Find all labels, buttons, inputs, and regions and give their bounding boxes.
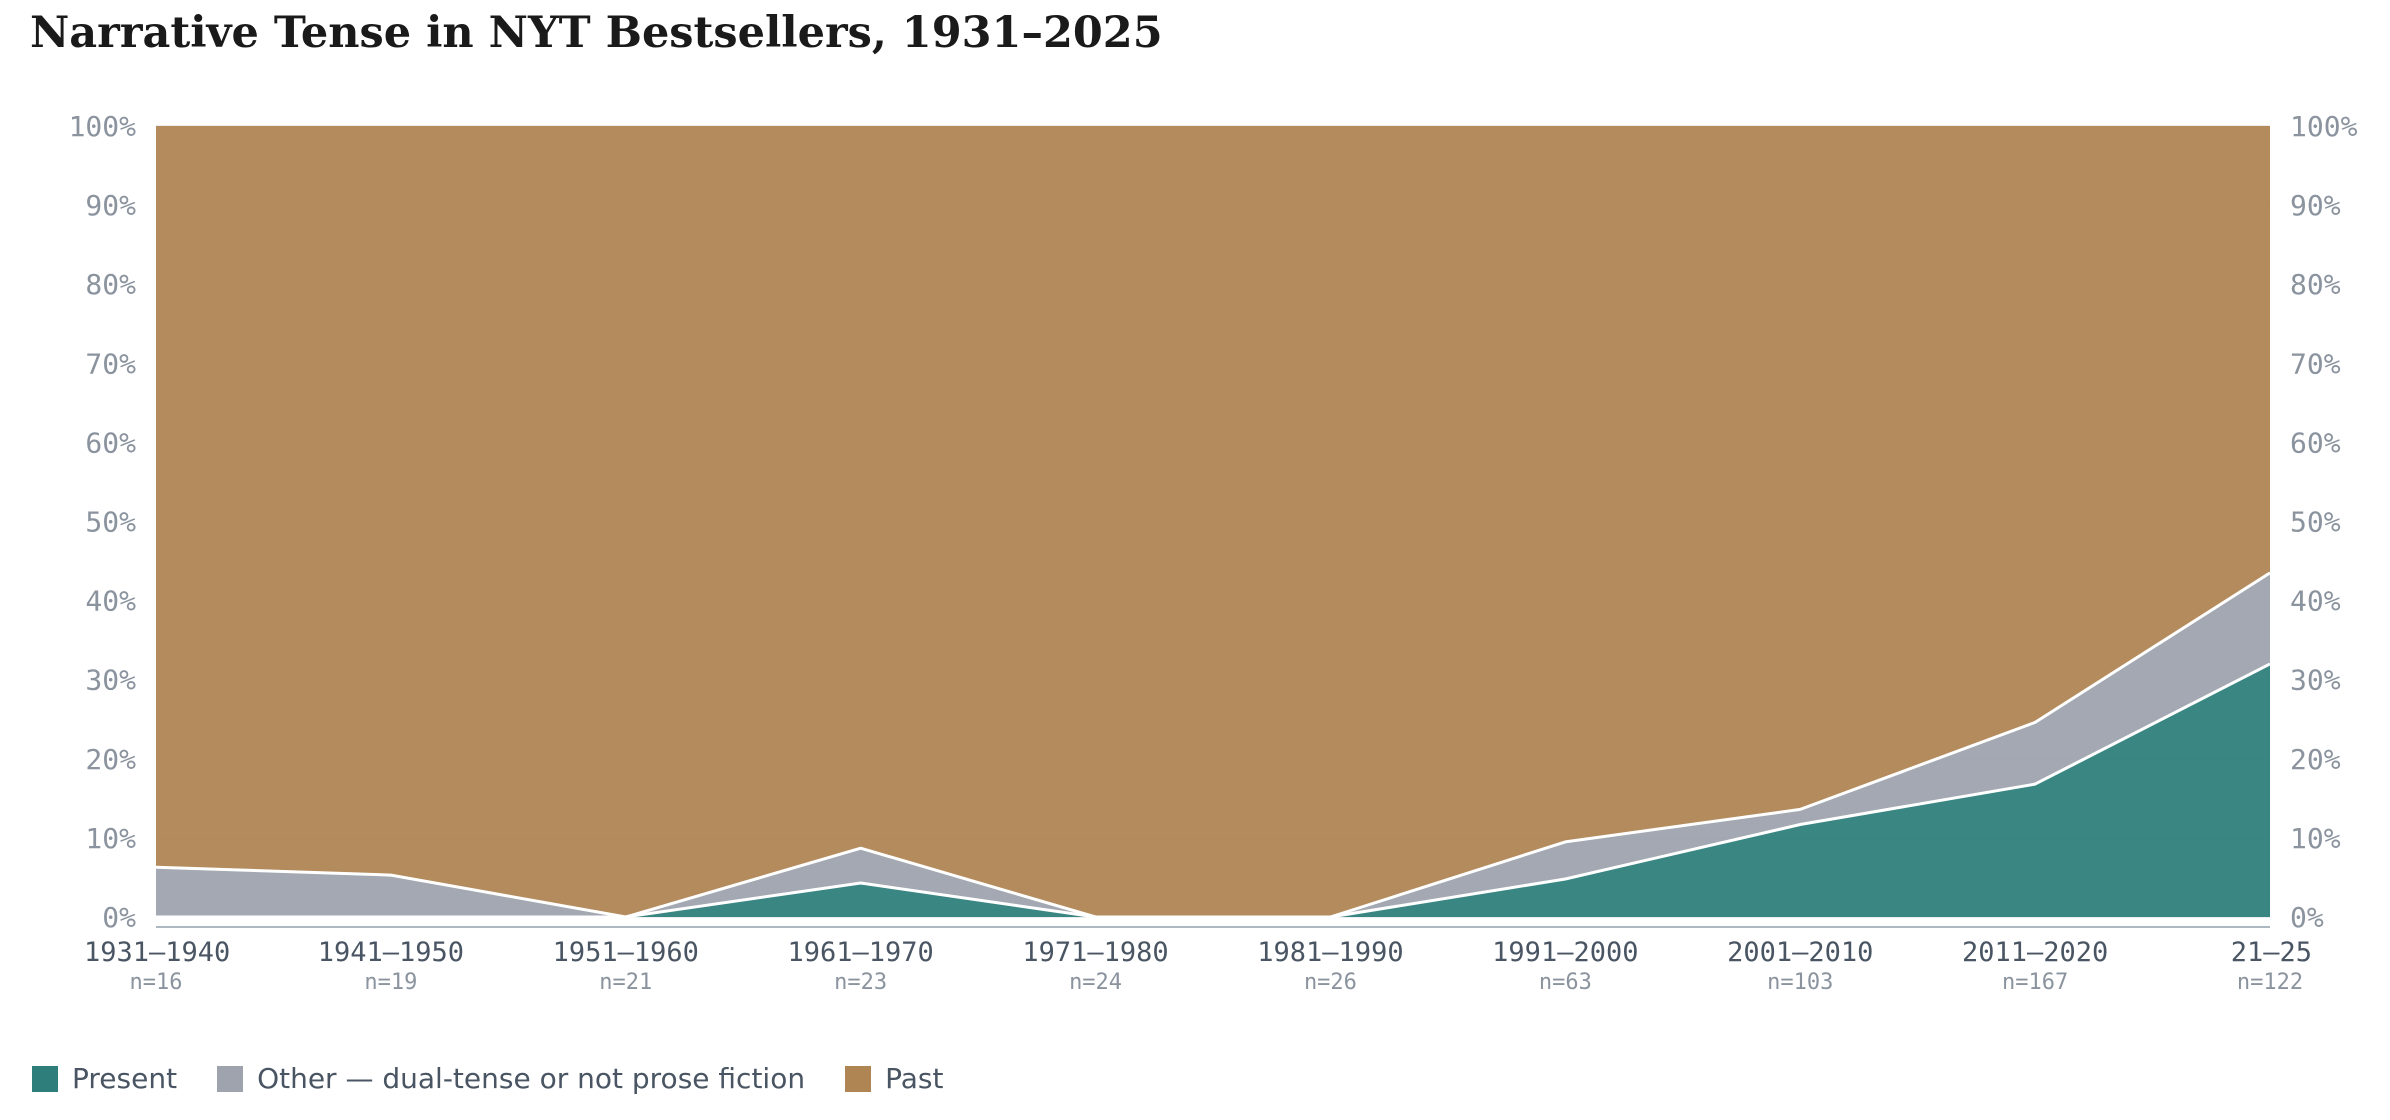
y-tick-label-right: 90% [2290, 189, 2341, 222]
legend-label: Other — dual-tense or not prose fiction [257, 1062, 806, 1095]
chart-title: Narrative Tense in NYT Bestsellers, 1931… [30, 8, 1163, 58]
legend-swatch-icon [845, 1065, 872, 1092]
y-tick-label-right: 80% [2290, 268, 2341, 301]
stacked-area-chart: 0% 0% 10% 10% 20% 20% 30% 30% 40% 40% 50% 50% 60% 60%… [69, 110, 2358, 995]
y-tick-label-left: 10% [85, 822, 136, 855]
x-tick-label: 1981–1990 [1257, 937, 1403, 968]
legend-swatch-icon [217, 1065, 244, 1092]
y-tick-label-right: 0% [2290, 901, 2324, 934]
y-tick-label-left: 90% [85, 189, 136, 222]
legend-item: Past [845, 1062, 943, 1095]
x-tick-sample-size: n=21 [599, 970, 652, 995]
x-tick-label: 1951–1960 [553, 937, 699, 968]
x-tick-sample-size: n=16 [130, 970, 183, 995]
x-tick-sample-size: n=167 [2002, 970, 2068, 995]
x-tick-label: 21–25 [2231, 937, 2312, 968]
y-tick-label-right: 40% [2290, 585, 2341, 618]
y-tick-label-right: 70% [2290, 347, 2341, 380]
y-tick-label-left: 30% [85, 664, 136, 697]
x-tick-label: 2001–2010 [1727, 937, 1873, 968]
y-tick-label-right: 30% [2290, 664, 2341, 697]
x-tick-sample-size: n=103 [1767, 970, 1833, 995]
x-tick-label: 1941–1950 [318, 937, 464, 968]
area-present [156, 663, 2270, 917]
area-other [156, 572, 2270, 917]
series-boundaries [155, 571, 2271, 919]
x-tick-label: 1991–2000 [1492, 937, 1638, 968]
legend-label: Past [885, 1062, 944, 1095]
legend-item: Other — dual-tense or not prose fiction [217, 1062, 805, 1095]
x-tick-sample-size: n=19 [364, 970, 417, 995]
y-tick-label-left: 20% [85, 743, 136, 776]
x-tick-label: 1961–1970 [788, 937, 934, 968]
x-tick-label: 1971–1980 [1022, 937, 1168, 968]
legend: Present Other — dual-tense or not prose f… [32, 1062, 983, 1095]
y-tick-label-right: 20% [2290, 743, 2341, 776]
boundary-line-other [155, 571, 2271, 919]
y-tick-label-right: 50% [2290, 506, 2341, 539]
x-tick-sample-size: n=23 [834, 970, 887, 995]
x-tick-sample-size: n=26 [1304, 970, 1357, 995]
y-tick-label-left: 60% [85, 426, 136, 459]
x-tick-sample-size: n=63 [1539, 970, 1592, 995]
x-tick-sample-size: n=122 [2237, 970, 2303, 995]
y-tick-label-left: 100% [69, 110, 137, 143]
y-tick-label-left: 40% [85, 585, 136, 618]
y-tick-label-right: 100% [2290, 110, 2358, 143]
y-tick-label-right: 60% [2290, 426, 2341, 459]
axes: 0% 0% 10% 10% 20% 20% 30% 30% 40% 40% 50% 50% 60% 60%… [69, 110, 2358, 995]
x-tick-sample-size: n=24 [1069, 970, 1122, 995]
area-past [156, 126, 2270, 917]
legend-item: Present [32, 1062, 177, 1095]
x-tick-label: 1931–1940 [84, 937, 230, 968]
y-tick-label-left: 70% [85, 347, 136, 380]
x-tick-label: 2011–2020 [1962, 937, 2108, 968]
y-tick-label-right: 10% [2290, 822, 2341, 855]
y-tick-label-left: 80% [85, 268, 136, 301]
legend-swatch-icon [32, 1065, 58, 1092]
legend-label: Present [72, 1062, 178, 1095]
y-tick-label-left: 0% [102, 901, 136, 934]
y-tick-label-left: 50% [85, 506, 136, 539]
area-series [156, 126, 2270, 917]
